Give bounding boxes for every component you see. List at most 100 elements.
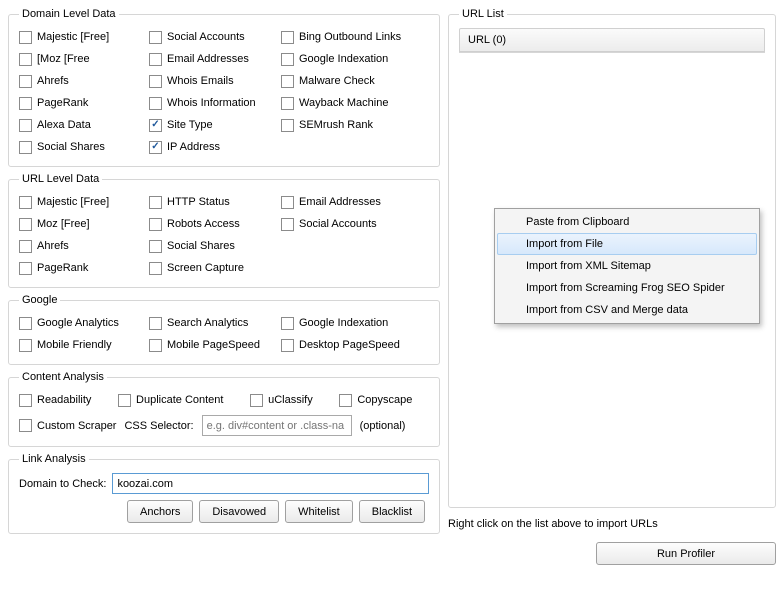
url-grid-col2-2-checkbox[interactable] <box>149 240 162 253</box>
domain-grid-col1-1-label: [Moz [Free <box>37 53 90 65</box>
custom-scraper-checkbox[interactable] <box>19 419 32 432</box>
ctx-item-0[interactable]: Paste from Clipboard <box>497 211 757 233</box>
domain-grid-col3-2-checkbox[interactable] <box>281 75 294 88</box>
domain-grid-col2-4-label: Site Type <box>167 119 213 131</box>
url-grid-col1-2-label: Ahrefs <box>37 240 69 252</box>
url-grid-col1-3-checkbox[interactable] <box>19 262 32 275</box>
domain-grid-col3-2-label: Malware Check <box>299 75 375 87</box>
domain-grid-col1-5-checkbox[interactable] <box>19 141 32 154</box>
domain-grid-col2-0-label: Social Accounts <box>167 31 245 43</box>
url-grid-col1-2-checkbox[interactable] <box>19 240 32 253</box>
url-legend: URL Level Data <box>19 173 102 185</box>
google-legend: Google <box>19 294 60 306</box>
google-grid-col1-1-checkbox[interactable] <box>19 339 32 352</box>
url-grid-col1-1-checkbox[interactable] <box>19 218 32 231</box>
domain-grid-col2-2-label: Whois Emails <box>167 75 234 87</box>
url-list-body[interactable]: Paste from ClipboardImport from FileImpo… <box>459 52 765 53</box>
domain-grid-col2-1-checkbox[interactable] <box>149 53 162 66</box>
url-list-hint: Right click on the list above to import … <box>448 518 776 530</box>
domain-grid-col3-1-checkbox[interactable] <box>281 53 294 66</box>
domain-grid-col2-3-checkbox[interactable] <box>149 97 162 110</box>
domain-grid-col3-4-checkbox[interactable] <box>281 119 294 132</box>
google-grid-col3-1-label: Desktop PageSpeed <box>299 339 400 351</box>
domain-to-check-label: Domain to Check: <box>19 478 106 490</box>
google-grid-col1-1-label: Mobile Friendly <box>37 339 112 351</box>
link-btn-whitelist[interactable]: Whitelist <box>285 500 353 523</box>
google-grid-col2-1-label: Mobile PageSpeed <box>167 339 260 351</box>
content-item-1-checkbox[interactable] <box>118 394 131 407</box>
domain-grid-col1-2-label: Ahrefs <box>37 75 69 87</box>
domain-grid-col2-0-checkbox[interactable] <box>149 31 162 44</box>
content-item-0-label: Readability <box>37 394 91 406</box>
google-grid-col3-0-label: Google Indexation <box>299 317 388 329</box>
url-grid-col2-0-checkbox[interactable] <box>149 196 162 209</box>
context-menu: Paste from ClipboardImport from FileImpo… <box>494 208 760 324</box>
content-item-1-label: Duplicate Content <box>136 394 223 406</box>
content-item-3-checkbox[interactable] <box>339 394 352 407</box>
url-list-header[interactable]: URL (0) <box>459 28 765 52</box>
google-grid-col2-0-label: Search Analytics <box>167 317 248 329</box>
domain-grid-col1-0-label: Majestic [Free] <box>37 31 109 43</box>
domain-grid-col2-3-label: Whois Information <box>167 97 256 109</box>
link-btn-anchors[interactable]: Anchors <box>127 500 193 523</box>
content-legend: Content Analysis <box>19 371 107 383</box>
domain-grid-col3-1-label: Google Indexation <box>299 53 388 65</box>
domain-grid-col2-5-checkbox[interactable] <box>149 141 162 154</box>
url-grid-col2-2-label: Social Shares <box>167 240 235 252</box>
link-btn-disavowed[interactable]: Disavowed <box>199 500 279 523</box>
google-grid-col1-0-label: Google Analytics <box>37 317 119 329</box>
domain-grid-col3-0-checkbox[interactable] <box>281 31 294 44</box>
url-grid-col3-0-label: Email Addresses <box>299 196 381 208</box>
google-fieldset: Google Google Analytics Search Analytics G… <box>8 294 440 365</box>
ctx-item-4[interactable]: Import from CSV and Merge data <box>497 299 757 321</box>
content-item-2-checkbox[interactable] <box>250 394 263 407</box>
ctx-item-1[interactable]: Import from File <box>497 233 757 255</box>
url-grid-col2-3-checkbox[interactable] <box>149 262 162 275</box>
domain-grid-col1-4-checkbox[interactable] <box>19 119 32 132</box>
url-grid-col3-1-checkbox[interactable] <box>281 218 294 231</box>
domain-grid-col1-3-checkbox[interactable] <box>19 97 32 110</box>
link-fieldset: Link Analysis Domain to Check: Anchors Di… <box>8 453 440 534</box>
url-grid-col2-3-label: Screen Capture <box>167 262 244 274</box>
google-grid-col2-1-checkbox[interactable] <box>149 339 162 352</box>
url-grid-col2-1-checkbox[interactable] <box>149 218 162 231</box>
link-btn-blacklist[interactable]: Blacklist <box>359 500 425 523</box>
domain-grid-col1-5-label: Social Shares <box>37 141 105 153</box>
run-profiler-button[interactable]: Run Profiler <box>596 542 776 565</box>
content-item-0-checkbox[interactable] <box>19 394 32 407</box>
url-grid-col2-0-label: HTTP Status <box>167 196 230 208</box>
url-grid-col1-0-checkbox[interactable] <box>19 196 32 209</box>
domain-grid-col3-4-label: SEMrush Rank <box>299 119 373 131</box>
domain-to-check-input[interactable] <box>112 473 429 494</box>
url-list-fieldset: URL List URL (0) Paste from ClipboardImp… <box>448 8 776 508</box>
domain-grid-col1-1-checkbox[interactable] <box>19 53 32 66</box>
content-item-3-label: Copyscape <box>357 394 412 406</box>
domain-level-fieldset: Domain Level Data Majestic [Free] Social … <box>8 8 440 167</box>
domain-grid-col1-2-checkbox[interactable] <box>19 75 32 88</box>
custom-scraper-label: Custom Scraper <box>37 420 116 432</box>
domain-grid-col2-2-checkbox[interactable] <box>149 75 162 88</box>
ctx-item-3[interactable]: Import from Screaming Frog SEO Spider <box>497 277 757 299</box>
content-fieldset: Content Analysis Readability Duplicate Co… <box>8 371 440 447</box>
google-grid-col2-0-checkbox[interactable] <box>149 317 162 330</box>
link-legend: Link Analysis <box>19 453 89 465</box>
google-grid-col3-1-checkbox[interactable] <box>281 339 294 352</box>
domain-grid-col2-4-checkbox[interactable] <box>149 119 162 132</box>
url-grid-col2-1-label: Robots Access <box>167 218 240 230</box>
css-selector-input[interactable] <box>202 415 352 436</box>
url-grid-col3-0-checkbox[interactable] <box>281 196 294 209</box>
domain-grid-col3-3-checkbox[interactable] <box>281 97 294 110</box>
domain-grid-col1-0-checkbox[interactable] <box>19 31 32 44</box>
domain-legend: Domain Level Data <box>19 8 119 20</box>
css-selector-label: CSS Selector: <box>124 420 193 432</box>
domain-grid-col1-4-label: Alexa Data <box>37 119 91 131</box>
google-grid-col1-0-checkbox[interactable] <box>19 317 32 330</box>
domain-grid-col1-3-label: PageRank <box>37 97 88 109</box>
google-grid-col3-0-checkbox[interactable] <box>281 317 294 330</box>
url-level-fieldset: URL Level Data Majestic [Free] HTTP Statu… <box>8 173 440 288</box>
domain-grid-col2-1-label: Email Addresses <box>167 53 249 65</box>
url-grid-col1-0-label: Majestic [Free] <box>37 196 109 208</box>
domain-grid-col2-5-label: IP Address <box>167 141 220 153</box>
optional-label: (optional) <box>360 420 406 432</box>
ctx-item-2[interactable]: Import from XML Sitemap <box>497 255 757 277</box>
